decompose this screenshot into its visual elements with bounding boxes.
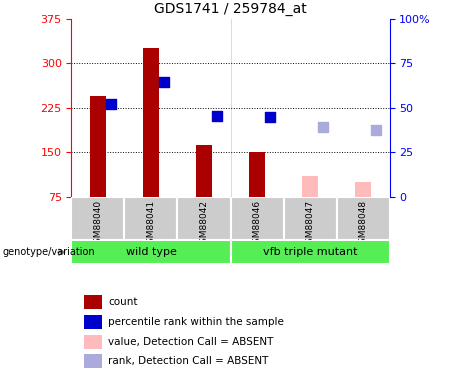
Point — [372, 127, 380, 133]
Text: wild type: wild type — [125, 247, 177, 257]
Bar — [177, 197, 230, 240]
Bar — [284, 197, 337, 240]
Bar — [230, 240, 390, 264]
Bar — [337, 197, 390, 240]
Text: GSM88047: GSM88047 — [306, 200, 314, 249]
Bar — [71, 240, 230, 264]
Bar — [143, 48, 159, 197]
Text: count: count — [108, 297, 138, 307]
Bar — [230, 197, 284, 240]
Text: GSM88046: GSM88046 — [253, 200, 261, 249]
Point — [319, 124, 327, 130]
Bar — [196, 145, 212, 197]
Point — [213, 112, 221, 118]
Text: genotype/variation: genotype/variation — [2, 247, 95, 257]
Point — [160, 79, 168, 85]
Point — [107, 100, 115, 106]
Text: GSM88048: GSM88048 — [359, 200, 367, 249]
Bar — [302, 176, 318, 197]
Bar — [84, 354, 102, 369]
Text: GSM88042: GSM88042 — [200, 200, 208, 249]
Bar — [71, 197, 124, 240]
Title: GDS1741 / 259784_at: GDS1741 / 259784_at — [154, 2, 307, 16]
Text: percentile rank within the sample: percentile rank within the sample — [108, 317, 284, 327]
Text: vfb triple mutant: vfb triple mutant — [263, 247, 357, 257]
Bar — [84, 295, 102, 309]
Bar — [355, 182, 371, 197]
Text: GSM88040: GSM88040 — [94, 200, 102, 249]
Bar — [90, 96, 106, 197]
Bar — [249, 152, 265, 197]
Text: value, Detection Call = ABSENT: value, Detection Call = ABSENT — [108, 337, 274, 347]
Point — [266, 114, 274, 120]
Bar — [84, 334, 102, 349]
Text: GSM88041: GSM88041 — [147, 200, 155, 249]
Bar — [124, 197, 177, 240]
Bar — [84, 315, 102, 329]
Text: rank, Detection Call = ABSENT: rank, Detection Call = ABSENT — [108, 356, 269, 366]
